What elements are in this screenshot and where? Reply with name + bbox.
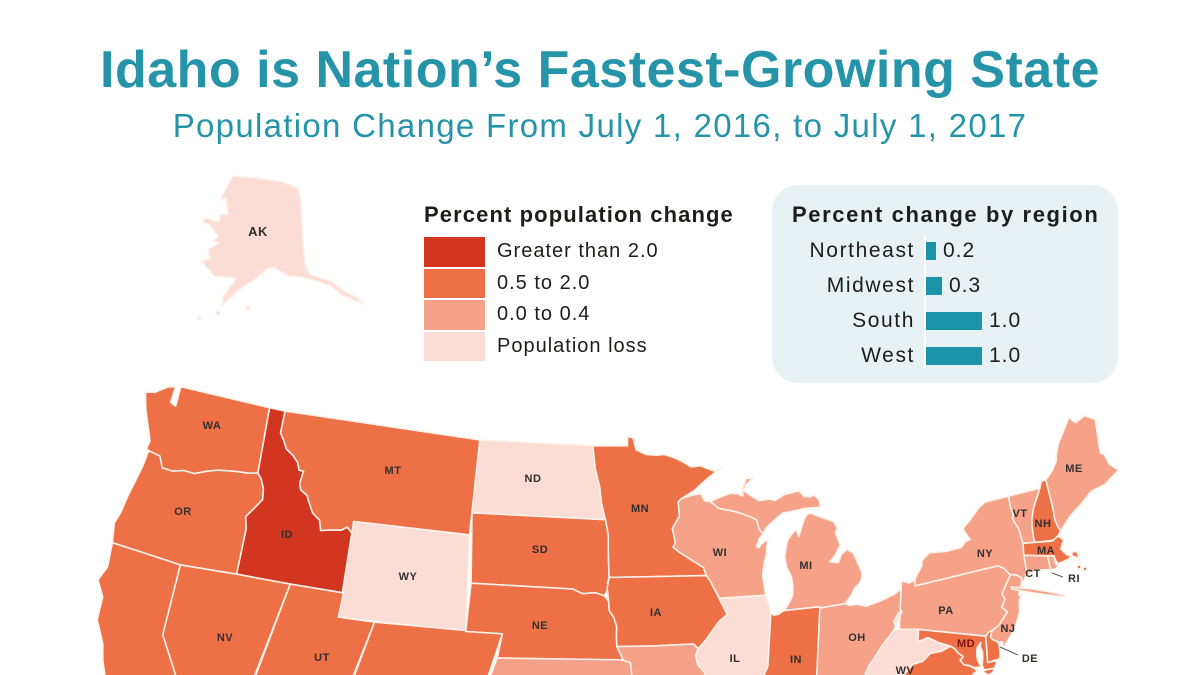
svg-text:OH: OH	[848, 632, 866, 644]
svg-text:ND: ND	[525, 473, 542, 485]
svg-text:MN: MN	[631, 503, 649, 515]
svg-text:MI: MI	[799, 560, 812, 572]
svg-text:NH: NH	[1035, 518, 1052, 530]
svg-text:PA: PA	[938, 605, 953, 617]
svg-text:NV: NV	[217, 632, 233, 644]
svg-text:MD: MD	[957, 638, 975, 650]
svg-text:DE: DE	[1022, 653, 1038, 665]
svg-text:IL: IL	[730, 653, 741, 665]
svg-text:IN: IN	[790, 654, 802, 666]
svg-text:ID: ID	[281, 529, 293, 541]
svg-text:MT: MT	[385, 465, 402, 477]
svg-text:NY: NY	[977, 548, 993, 560]
svg-text:VT: VT	[1012, 508, 1027, 520]
svg-text:IA: IA	[650, 607, 662, 619]
svg-text:RI: RI	[1068, 573, 1080, 585]
svg-text:NJ: NJ	[1000, 623, 1015, 635]
svg-text:CT: CT	[1025, 568, 1041, 580]
svg-text:WA: WA	[203, 420, 222, 432]
svg-text:UT: UT	[314, 652, 330, 664]
svg-text:OR: OR	[174, 506, 192, 518]
svg-text:WY: WY	[399, 571, 418, 583]
svg-text:MA: MA	[1037, 545, 1055, 557]
svg-text:WV: WV	[896, 665, 915, 675]
svg-text:ME: ME	[1065, 463, 1083, 475]
svg-text:SD: SD	[532, 544, 548, 556]
svg-text:NE: NE	[532, 620, 548, 632]
svg-text:AK: AK	[248, 224, 268, 239]
svg-text:WI: WI	[713, 547, 727, 559]
